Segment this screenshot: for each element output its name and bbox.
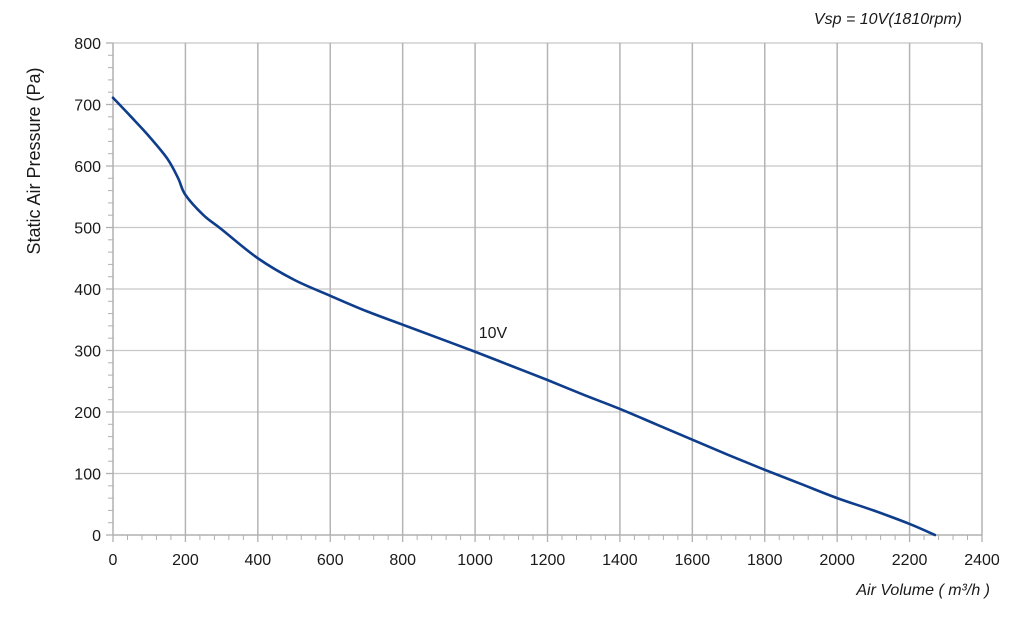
y-tick-label: 0: [92, 528, 101, 545]
x-axis-tick-labels: 0 200 400 600 800 1000 1200 1400 1600 1800 2000 220…: [109, 552, 1000, 569]
x-tick-label: 1400: [602, 552, 638, 569]
chart-subtitle: Vsp = 10V(1810rpm): [814, 11, 962, 28]
x-tick-label: 0: [109, 552, 118, 569]
x-tick-label: 1000: [457, 552, 493, 569]
vertical-gridlines: [184, 43, 983, 535]
y-axis-title: Static Air Pressure (Pa): [24, 67, 44, 254]
x-tick-label: 1800: [747, 552, 783, 569]
y-tick-label: 700: [74, 98, 101, 115]
x-tick-label: 600: [317, 552, 344, 569]
y-tick-label: 200: [74, 405, 101, 422]
x-tick-label: 1200: [530, 552, 566, 569]
y-tick-label: 800: [74, 36, 101, 53]
minor-ticks: [106, 42, 983, 542]
y-tick-label: 100: [74, 467, 101, 484]
y-tick-label: 600: [74, 159, 101, 176]
x-tick-label: 1600: [675, 552, 711, 569]
x-tick-label: 2200: [892, 552, 928, 569]
x-tick-label: 800: [389, 552, 416, 569]
series-10v-line: [111, 96, 937, 537]
y-tick-label: 400: [74, 282, 101, 299]
y-axis-tick-labels: 0 100 200 300 400 500 600 700 800: [74, 36, 101, 545]
x-tick-label: 200: [172, 552, 199, 569]
x-tick-label: 2400: [964, 552, 1000, 569]
x-axis-title: Air Volume ( m³/h ): [855, 582, 990, 599]
y-tick-label: 500: [74, 221, 101, 238]
series-10v-label: 10V: [479, 325, 508, 342]
y-tick-label: 300: [74, 344, 101, 361]
x-tick-label: 2000: [819, 552, 855, 569]
x-tick-label: 400: [244, 552, 271, 569]
